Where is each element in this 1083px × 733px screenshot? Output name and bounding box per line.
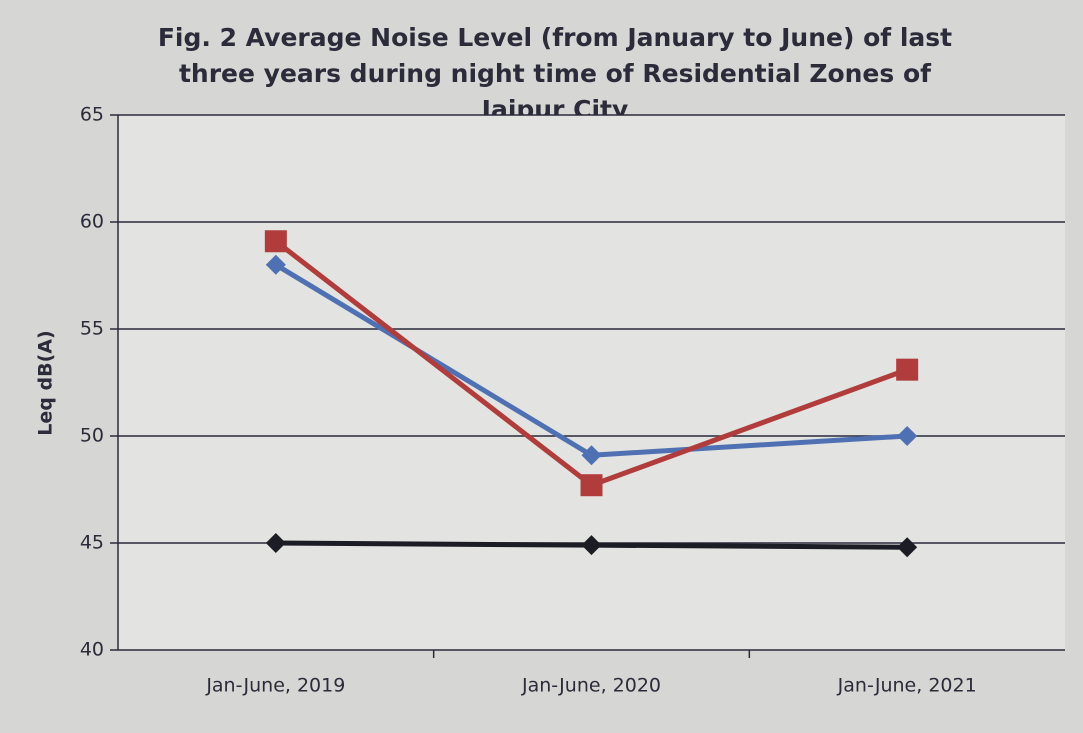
- marker: [897, 426, 918, 446]
- x-tick-label: Jan-June, 2021: [837, 675, 977, 697]
- marker: [580, 474, 603, 497]
- y-tick-label: 60: [80, 211, 104, 233]
- marker: [581, 535, 602, 556]
- y-tick-label: 40: [80, 639, 104, 661]
- marker: [265, 533, 286, 553]
- y-tick-label: 65: [80, 104, 104, 126]
- y-tick-label: 50: [80, 425, 104, 447]
- chart-title: Fig. 2 Average Noise Level (from January…: [157, 23, 953, 124]
- x-tick-label: Jan-June, 2019: [205, 675, 345, 697]
- y-tick-label: 55: [80, 318, 104, 340]
- y-tick-label: 45: [80, 532, 104, 554]
- x-tick-label: Jan-June, 2020: [521, 675, 661, 697]
- y-axis-label: Leq dB(A): [35, 330, 57, 435]
- marker: [581, 445, 602, 466]
- plot-area: [118, 115, 1065, 650]
- marker: [896, 358, 919, 381]
- marker: [897, 537, 918, 558]
- marker: [264, 230, 287, 253]
- marker: [265, 254, 286, 275]
